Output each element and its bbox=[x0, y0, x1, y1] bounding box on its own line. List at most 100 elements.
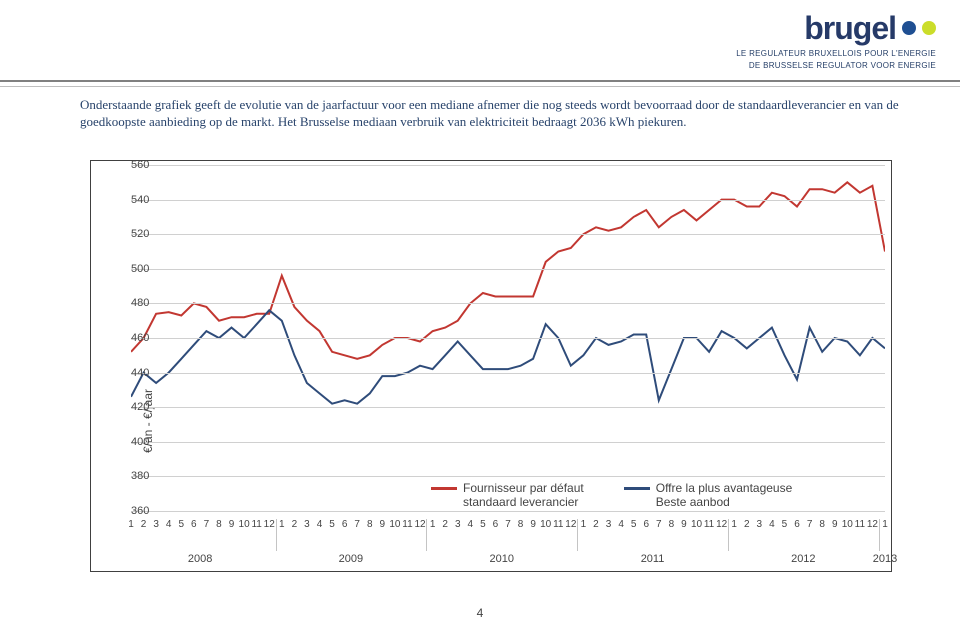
x-tick-label: 1 bbox=[430, 519, 436, 530]
logo-dot-1 bbox=[902, 21, 916, 35]
x-tick-label: 5 bbox=[480, 519, 486, 530]
legend-swatch bbox=[624, 487, 650, 490]
page-number: 4 bbox=[0, 606, 960, 620]
x-year-label: 2012 bbox=[791, 553, 815, 565]
gridline bbox=[131, 442, 885, 443]
x-tick-label: 8 bbox=[216, 519, 222, 530]
x-year-label: 2013 bbox=[873, 553, 897, 565]
x-tick-label: 3 bbox=[757, 519, 763, 530]
brugel-logo: brugel LE REGULATEUR BRUXELLOIS POUR L'E… bbox=[736, 10, 936, 71]
x-tick-label: 7 bbox=[807, 519, 813, 530]
year-separator bbox=[879, 519, 880, 551]
year-separator bbox=[426, 519, 427, 551]
logo-tagline-nl: DE BRUSSELSE REGULATOR VOOR ENERGIE bbox=[736, 61, 936, 71]
x-tick-label: 1 bbox=[279, 519, 285, 530]
x-tick-label: 7 bbox=[505, 519, 511, 530]
gridline bbox=[131, 338, 885, 339]
x-tick-label: 11 bbox=[855, 519, 865, 530]
x-tick-label: 12 bbox=[716, 519, 727, 530]
x-tick-label: 5 bbox=[631, 519, 637, 530]
gridline bbox=[131, 165, 885, 166]
x-tick-label: 2 bbox=[593, 519, 599, 530]
gridline bbox=[131, 407, 885, 408]
line-chart: €/an - €/jaar Fournisseur par défautstan… bbox=[90, 160, 892, 572]
gridline bbox=[131, 373, 885, 374]
x-tick-label: 5 bbox=[329, 519, 335, 530]
gridline bbox=[131, 303, 885, 304]
x-year-label: 2010 bbox=[489, 553, 513, 565]
x-tick-label: 2 bbox=[292, 519, 298, 530]
x-axis-years: 200820092010201120122013 bbox=[131, 553, 885, 571]
x-tick-label: 3 bbox=[153, 519, 159, 530]
series-best bbox=[131, 310, 885, 403]
x-tick-label: 2 bbox=[442, 519, 448, 530]
x-tick-label: 9 bbox=[530, 519, 536, 530]
x-tick-label: 4 bbox=[468, 519, 474, 530]
x-tick-label: 6 bbox=[342, 519, 348, 530]
x-tick-label: 12 bbox=[565, 519, 576, 530]
logo-dot-2 bbox=[922, 21, 936, 35]
x-tick-label: 12 bbox=[414, 519, 425, 530]
x-tick-label: 10 bbox=[691, 519, 702, 530]
x-tick-label: 12 bbox=[867, 519, 878, 530]
legend-label: Offre la plus avantageuseBeste aanbod bbox=[656, 481, 793, 509]
x-tick-label: 1 bbox=[731, 519, 737, 530]
x-tick-label: 1 bbox=[581, 519, 587, 530]
x-tick-label: 2 bbox=[141, 519, 147, 530]
year-separator bbox=[577, 519, 578, 551]
x-tick-label: 11 bbox=[704, 519, 714, 530]
x-tick-label: 9 bbox=[681, 519, 687, 530]
x-tick-label: 10 bbox=[389, 519, 400, 530]
x-tick-label: 2 bbox=[744, 519, 750, 530]
gridline bbox=[131, 511, 885, 512]
x-tick-label: 4 bbox=[769, 519, 775, 530]
x-tick-label: 11 bbox=[553, 519, 563, 530]
x-axis-months: 1234567891011121234567891011121234567891… bbox=[131, 519, 885, 551]
brand-row: brugel bbox=[736, 10, 936, 47]
x-tick-label: 7 bbox=[204, 519, 210, 530]
x-tick-label: 6 bbox=[794, 519, 800, 530]
brand-text: brugel bbox=[804, 10, 896, 46]
x-tick-label: 3 bbox=[304, 519, 310, 530]
x-tick-label: 6 bbox=[643, 519, 649, 530]
intro-paragraph: Onderstaande grafiek geeft de evolutie v… bbox=[80, 96, 900, 130]
x-tick-label: 10 bbox=[842, 519, 853, 530]
gridline bbox=[131, 476, 885, 477]
x-tick-label: 4 bbox=[618, 519, 624, 530]
x-tick-label: 5 bbox=[782, 519, 788, 530]
chart-legend: Fournisseur par défautstandaard leveranc… bbox=[431, 481, 831, 509]
x-tick-label: 9 bbox=[380, 519, 386, 530]
year-separator bbox=[276, 519, 277, 551]
logo-tagline-fr: LE REGULATEUR BRUXELLOIS POUR L'ENERGIE bbox=[736, 49, 936, 59]
series-default bbox=[131, 182, 885, 358]
x-tick-label: 9 bbox=[229, 519, 235, 530]
x-year-label: 2011 bbox=[641, 553, 665, 565]
gridline bbox=[131, 234, 885, 235]
x-tick-label: 7 bbox=[354, 519, 360, 530]
x-tick-label: 7 bbox=[656, 519, 662, 530]
x-tick-label: 10 bbox=[540, 519, 551, 530]
x-tick-label: 8 bbox=[518, 519, 524, 530]
x-tick-label: 11 bbox=[251, 519, 261, 530]
x-tick-label: 8 bbox=[367, 519, 373, 530]
x-tick-label: 8 bbox=[669, 519, 675, 530]
x-tick-label: 12 bbox=[264, 519, 275, 530]
x-tick-label: 4 bbox=[317, 519, 323, 530]
x-tick-label: 3 bbox=[455, 519, 461, 530]
gridline bbox=[131, 200, 885, 201]
year-separator bbox=[728, 519, 729, 551]
x-year-label: 2009 bbox=[339, 553, 363, 565]
x-tick-label: 11 bbox=[402, 519, 412, 530]
legend-item: Fournisseur par défautstandaard leveranc… bbox=[431, 481, 584, 509]
x-tick-label: 6 bbox=[493, 519, 499, 530]
x-tick-label: 4 bbox=[166, 519, 172, 530]
x-tick-label: 9 bbox=[832, 519, 838, 530]
x-tick-label: 10 bbox=[239, 519, 250, 530]
legend-item: Offre la plus avantageuseBeste aanbod bbox=[624, 481, 793, 509]
x-tick-label: 1 bbox=[882, 519, 888, 530]
x-tick-label: 8 bbox=[819, 519, 825, 530]
legend-swatch bbox=[431, 487, 457, 490]
gridline bbox=[131, 269, 885, 270]
x-tick-label: 3 bbox=[606, 519, 612, 530]
x-tick-label: 6 bbox=[191, 519, 197, 530]
